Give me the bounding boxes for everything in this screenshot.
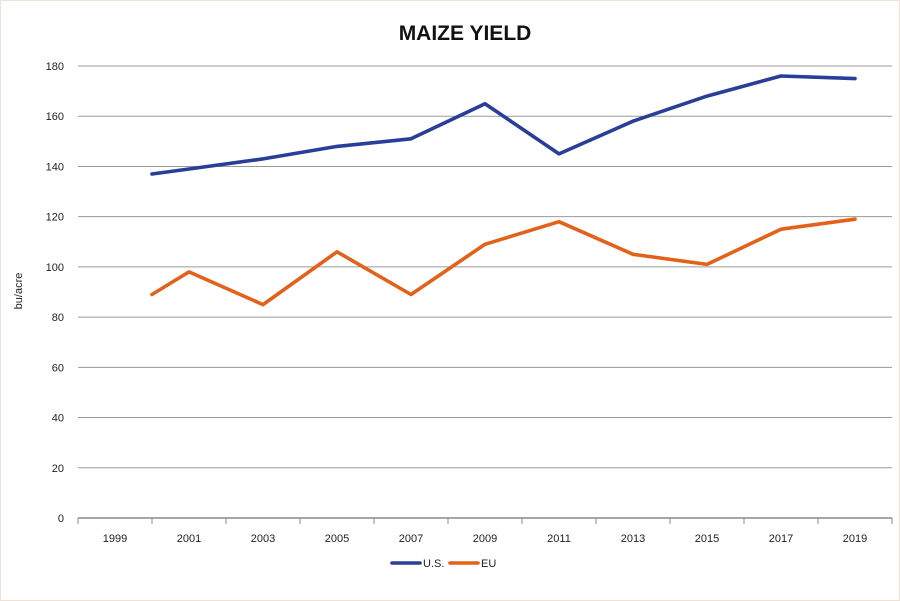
- x-tick-labels: 1999 2001 2003 2005 2007 2009 2011 2013 2015 2017…: [103, 533, 867, 545]
- y-tick-label: 60: [52, 362, 64, 374]
- y-axis-label: bu/acre: [13, 273, 25, 310]
- y-tick-label: 120: [46, 212, 64, 224]
- y-tick-label: 0: [58, 513, 64, 525]
- x-tick-label: 2015: [695, 533, 719, 545]
- y-tick-label: 180: [46, 61, 64, 73]
- x-tick-label: 2007: [399, 533, 423, 545]
- gridlines: [77, 65, 893, 524]
- x-tick-label: 2003: [251, 533, 275, 545]
- y-tick-label: 160: [46, 111, 64, 123]
- x-tick-label: 2011: [547, 533, 571, 545]
- series-lines: [150, 74, 857, 307]
- series-line-eu: [150, 217, 857, 307]
- y-tick-label: 20: [52, 463, 64, 475]
- legend: U.S. EU: [390, 558, 496, 570]
- x-tick-label: 2001: [177, 533, 201, 545]
- x-tick-label: 2017: [769, 533, 793, 545]
- legend-label-us: U.S.: [423, 558, 444, 570]
- y-tick-label: 140: [46, 161, 64, 173]
- y-tick-label: 80: [52, 312, 64, 324]
- x-tick-label: 2013: [621, 533, 645, 545]
- y-tick-labels: 0 20 40 60 80 100 120 140 160 180: [46, 61, 64, 525]
- x-tick-label: 1999: [103, 533, 127, 545]
- x-tick-label: 2019: [843, 533, 867, 545]
- x-tick-label: 2009: [473, 533, 497, 545]
- chart-title: MAIZE YIELD: [399, 22, 532, 45]
- legend-label-eu: EU: [481, 558, 496, 570]
- x-tick-label: 2005: [325, 533, 349, 545]
- y-tick-label: 40: [52, 413, 64, 425]
- series-line-us: [150, 74, 857, 176]
- y-tick-label: 100: [46, 262, 64, 274]
